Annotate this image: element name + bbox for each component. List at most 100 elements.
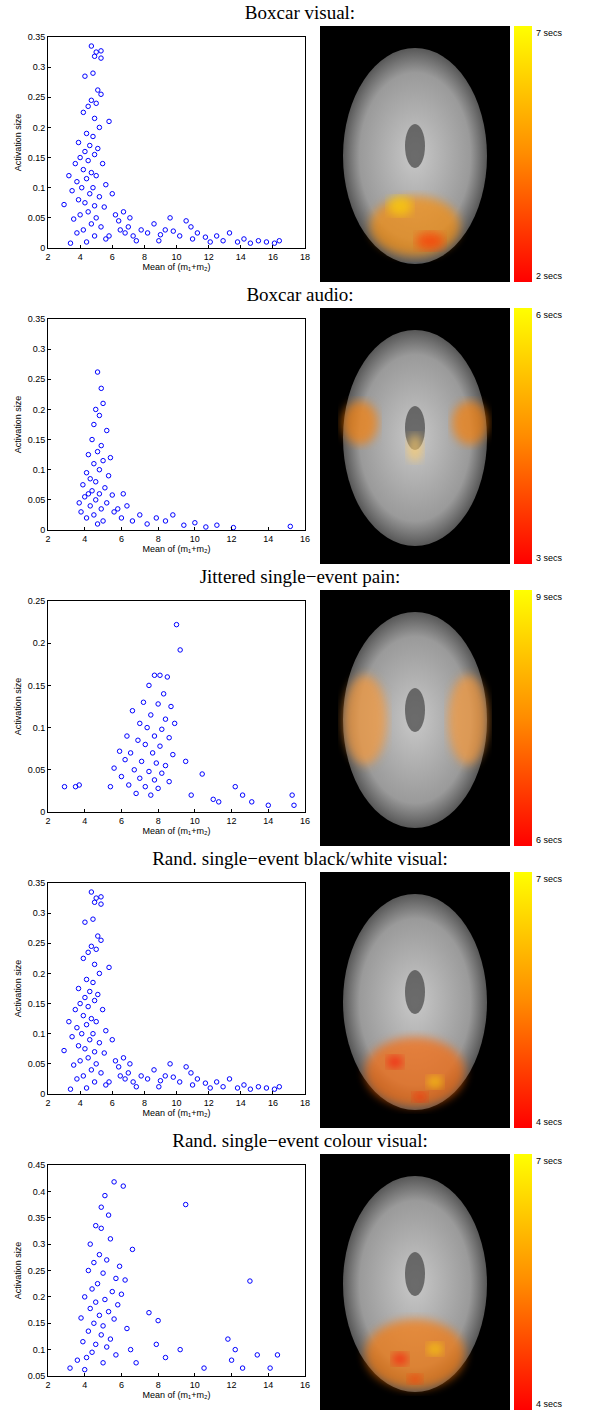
svg-text:2: 2: [45, 534, 50, 544]
svg-text:16: 16: [268, 252, 278, 262]
svg-text:0.3: 0.3: [33, 1239, 46, 1249]
svg-text:12: 12: [227, 1380, 237, 1390]
svg-text:Mean of (m₁+m₂): Mean of (m₁+m₂): [143, 1390, 211, 1400]
svg-text:0.2: 0.2: [33, 969, 46, 979]
svg-text:Activation size: Activation size: [13, 1242, 23, 1300]
svg-text:6: 6: [119, 1380, 124, 1390]
svg-text:2: 2: [45, 1098, 50, 1108]
svg-text:0.2: 0.2: [33, 1292, 46, 1302]
svg-text:0.1: 0.1: [33, 1029, 46, 1039]
svg-text:0.4: 0.4: [33, 1187, 46, 1197]
svg-text:10: 10: [190, 534, 200, 544]
svg-text:14: 14: [263, 816, 273, 826]
svg-text:8: 8: [156, 816, 161, 826]
svg-text:14: 14: [236, 1098, 246, 1108]
svg-text:16: 16: [300, 816, 310, 826]
svg-text:0: 0: [40, 1089, 45, 1099]
svg-text:0.1: 0.1: [33, 183, 46, 193]
svg-text:Mean of (m₁+m₂): Mean of (m₁+m₂): [143, 826, 211, 836]
svg-text:16: 16: [268, 1098, 278, 1108]
svg-text:2 secs: 2 secs: [536, 271, 563, 281]
svg-text:0.05: 0.05: [28, 765, 46, 775]
svg-text:0.3: 0.3: [33, 344, 46, 354]
svg-text:0.2: 0.2: [33, 638, 46, 648]
svg-text:0.25: 0.25: [28, 92, 46, 102]
svg-text:2: 2: [45, 1380, 50, 1390]
svg-text:10: 10: [171, 252, 181, 262]
svg-text:4: 4: [78, 1098, 83, 1108]
svg-text:6 secs: 6 secs: [536, 835, 563, 845]
svg-text:7 secs: 7 secs: [536, 28, 563, 38]
svg-text:18: 18: [300, 1098, 310, 1108]
svg-text:0.15: 0.15: [28, 435, 46, 445]
svg-text:0.15: 0.15: [28, 999, 46, 1009]
svg-text:10: 10: [171, 1098, 181, 1108]
svg-text:0.35: 0.35: [28, 878, 46, 888]
svg-text:4: 4: [78, 252, 83, 262]
svg-text:Activation size: Activation size: [13, 396, 23, 454]
svg-text:0.35: 0.35: [28, 314, 46, 324]
svg-text:Mean of (m₁+m₂): Mean of (m₁+m₂): [143, 262, 211, 272]
svg-text:7 secs: 7 secs: [536, 1156, 563, 1166]
svg-text:0: 0: [40, 807, 45, 817]
svg-text:0.2: 0.2: [33, 123, 46, 133]
svg-text:0: 0: [40, 243, 45, 253]
svg-text:8: 8: [142, 1098, 147, 1108]
svg-text:16: 16: [300, 534, 310, 544]
svg-text:0.15: 0.15: [28, 681, 46, 691]
svg-text:0: 0: [40, 525, 45, 535]
svg-text:8: 8: [156, 1380, 161, 1390]
svg-text:12: 12: [204, 1098, 214, 1108]
svg-text:Activation size: Activation size: [13, 960, 23, 1018]
svg-text:0.2: 0.2: [33, 405, 46, 415]
svg-text:3 secs: 3 secs: [536, 553, 563, 563]
svg-text:0.05: 0.05: [28, 495, 46, 505]
svg-text:0.1: 0.1: [33, 723, 46, 733]
svg-text:14: 14: [236, 252, 246, 262]
svg-text:2: 2: [45, 816, 50, 826]
svg-text:0.05: 0.05: [28, 213, 46, 223]
svg-text:6: 6: [119, 816, 124, 826]
svg-text:8: 8: [142, 252, 147, 262]
svg-text:0.25: 0.25: [28, 938, 46, 948]
svg-text:0.05: 0.05: [28, 1371, 46, 1381]
svg-text:0.35: 0.35: [28, 1213, 46, 1223]
svg-text:6: 6: [119, 534, 124, 544]
svg-text:12: 12: [204, 252, 214, 262]
svg-text:0.45: 0.45: [28, 1160, 46, 1170]
svg-text:4 secs: 4 secs: [536, 1117, 563, 1127]
svg-text:0.3: 0.3: [33, 908, 46, 918]
svg-text:0.25: 0.25: [28, 1266, 46, 1276]
svg-text:6: 6: [110, 1098, 115, 1108]
svg-text:12: 12: [227, 816, 237, 826]
svg-text:4: 4: [82, 1380, 87, 1390]
svg-text:16: 16: [300, 1380, 310, 1390]
svg-text:Activation size: Activation size: [13, 114, 23, 172]
svg-text:Mean of (m₁+m₂): Mean of (m₁+m₂): [143, 544, 211, 554]
svg-text:4 secs: 4 secs: [536, 1399, 563, 1409]
svg-text:0.1: 0.1: [33, 1345, 46, 1355]
svg-text:0.1: 0.1: [33, 465, 46, 475]
svg-text:14: 14: [263, 1380, 273, 1390]
svg-text:8: 8: [156, 534, 161, 544]
svg-text:6 secs: 6 secs: [536, 310, 563, 320]
svg-text:0.15: 0.15: [28, 1318, 46, 1328]
svg-text:0.35: 0.35: [28, 32, 46, 42]
svg-text:4: 4: [82, 534, 87, 544]
svg-text:0.25: 0.25: [28, 596, 46, 606]
svg-text:0.3: 0.3: [33, 62, 46, 72]
svg-text:10: 10: [190, 1380, 200, 1390]
svg-text:14: 14: [263, 534, 273, 544]
svg-text:Mean of (m₁+m₂): Mean of (m₁+m₂): [143, 1108, 211, 1118]
svg-text:Activation size: Activation size: [13, 678, 23, 736]
svg-text:0.05: 0.05: [28, 1059, 46, 1069]
svg-text:7 secs: 7 secs: [536, 874, 563, 884]
svg-text:10: 10: [190, 816, 200, 826]
svg-text:9 secs: 9 secs: [536, 592, 563, 602]
svg-text:12: 12: [227, 534, 237, 544]
svg-text:0.25: 0.25: [28, 374, 46, 384]
svg-text:4: 4: [82, 816, 87, 826]
svg-text:18: 18: [300, 252, 310, 262]
svg-text:6: 6: [110, 252, 115, 262]
svg-text:0.15: 0.15: [28, 153, 46, 163]
